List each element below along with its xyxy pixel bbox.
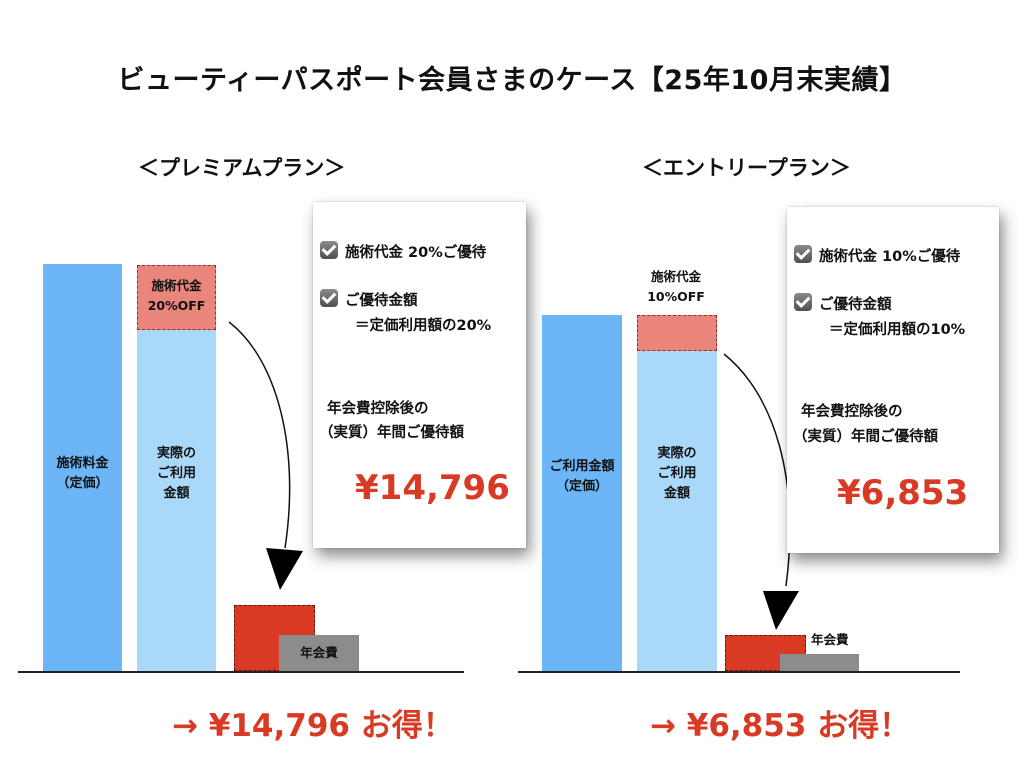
premium-card-amount: ¥14,796 <box>355 468 510 508</box>
premium-card-item2-line1: ご優待金額 <box>345 293 418 309</box>
entry-card-item2-line1: ご優待金額 <box>819 297 892 313</box>
premium-actual-label-line1: 実際の <box>156 446 196 461</box>
premium-discount-label-line1: 施術代金 <box>151 278 202 293</box>
premium-list-price-label-line2: （定価） <box>56 476 109 491</box>
entry-actual-label-line1: 実際の <box>657 446 697 461</box>
entry-actual-usage-label: 実際の ご利用 金額 <box>637 444 717 504</box>
entry-saving-box <box>725 635 806 671</box>
premium-actual-label-line3: 金額 <box>163 486 190 501</box>
entry-actual-usage-bar: 実際の ご利用 金額 <box>637 350 717 671</box>
entry-list-price-label: ご利用金額 （定価） <box>542 457 622 497</box>
entry-discount-segment <box>637 315 717 351</box>
entry-card-amount: ¥6,853 <box>837 473 969 513</box>
entry-discount-label: 施術代金 10%OFF <box>634 267 718 307</box>
premium-card-caption-line2: （実質）年間ご優待額 <box>319 425 464 441</box>
entry-benefit-card: 施術代金 10%ご優待 ご優待金額 ＝定価利用額の10% 年会費控除後の （実質… <box>787 207 999 553</box>
premium-card-item1: 施術代金 20%ご優待 <box>345 245 487 261</box>
entry-annual-fee-box <box>780 654 859 671</box>
entry-check-icon-2 <box>794 293 812 311</box>
premium-benefit-card: 施術代金 20%ご優待 ご優待金額 ＝定価利用額の20% 年会費控除後の （実質… <box>313 202 526 548</box>
entry-card-caption-line2: （実質）年間ご優待額 <box>793 429 938 445</box>
entry-discount-label-line2: 10%OFF <box>647 289 705 304</box>
premium-card-caption-line1: 年会費控除後の <box>327 401 429 417</box>
premium-discount-label: 施術代金 20%OFF <box>138 276 215 316</box>
page-title: ビューティーパスポート会員さまのケース【25年10月末実績】 <box>117 65 907 96</box>
entry-card-item2-line2: ＝定価利用額の10% <box>829 322 966 338</box>
premium-list-price-bar: 施術料金 （定価） <box>43 264 122 671</box>
entry-discount-label-line1: 施術代金 <box>650 269 701 284</box>
premium-check-icon-1 <box>320 241 338 259</box>
premium-check-icon-2 <box>320 289 338 307</box>
entry-plan-heading: ＜エントリープラン＞ <box>642 156 851 180</box>
entry-list-price-bar: ご利用金額 （定価） <box>542 315 622 671</box>
entry-actual-label-line3: 金額 <box>663 486 690 501</box>
entry-list-price-label-line2: （定価） <box>555 479 608 494</box>
premium-discount-segment: 施術代金 20%OFF <box>137 265 216 330</box>
entry-baseline <box>518 671 960 673</box>
premium-plan-heading: ＜プレミアムプラン＞ <box>138 156 346 180</box>
entry-card-item1: 施術代金 10%ご優待 <box>819 249 961 265</box>
entry-list-price-label-line1: ご利用金額 <box>549 459 615 474</box>
premium-list-price-label: 施術料金 （定価） <box>43 454 122 494</box>
premium-annual-fee-label: 年会費 <box>300 645 338 660</box>
premium-deal-text: → ¥14,796 お得！ <box>172 708 454 744</box>
entry-check-icon-1 <box>794 245 812 263</box>
premium-annual-fee-box: 年会費 <box>279 635 359 671</box>
premium-actual-usage-bar: 実際の ご利用 金額 <box>137 330 216 671</box>
entry-actual-label-line2: ご利用 <box>657 466 697 481</box>
premium-baseline <box>18 671 464 673</box>
premium-actual-usage-label: 実際の ご利用 金額 <box>137 444 216 504</box>
premium-discount-label-line2: 20%OFF <box>147 298 206 313</box>
entry-card-caption-line1: 年会費控除後の <box>801 404 903 420</box>
entry-annual-fee-label: 年会費 <box>811 632 849 647</box>
premium-card-item2-line2: ＝定価利用額の20% <box>355 318 492 334</box>
premium-actual-label-line2: ご利用 <box>156 466 196 481</box>
entry-deal-text: → ¥6,853 お得！ <box>650 708 911 744</box>
premium-list-price-label-line1: 施術料金 <box>56 456 109 471</box>
